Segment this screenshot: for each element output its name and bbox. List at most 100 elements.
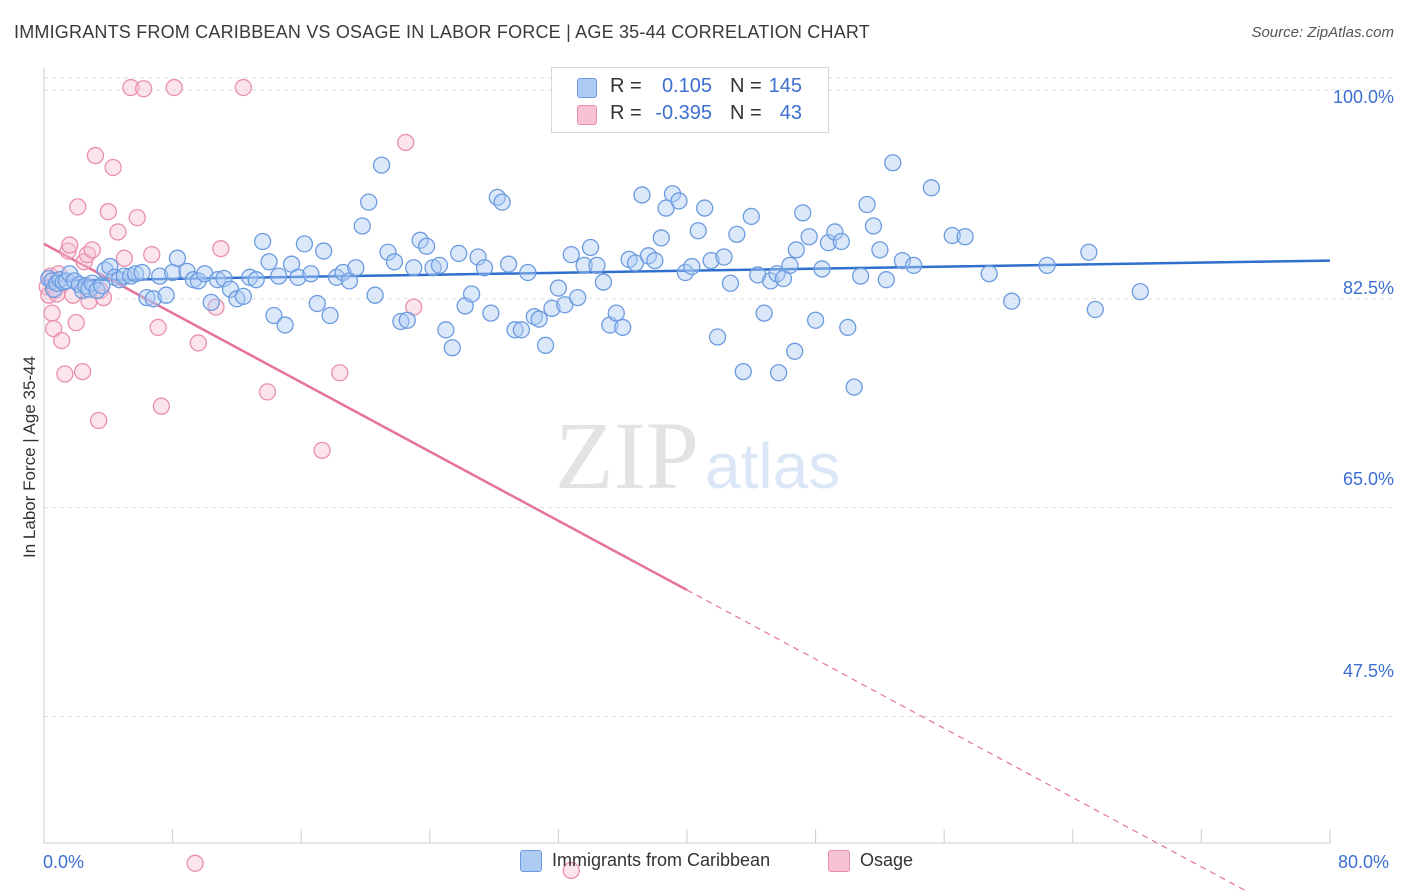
caribbean-point xyxy=(696,199,714,217)
caribbean-point xyxy=(308,294,326,313)
caribbean-point xyxy=(138,288,156,307)
caribbean-point xyxy=(676,263,695,282)
caribbean-point xyxy=(385,253,404,271)
caribbean-point xyxy=(493,193,511,211)
caribbean-point xyxy=(769,364,788,382)
osage-point xyxy=(115,249,134,267)
caribbean-point xyxy=(851,267,870,285)
caribbean-point xyxy=(73,281,92,300)
caribbean-point xyxy=(519,263,537,282)
caribbean-point xyxy=(715,248,733,266)
caribbean-point xyxy=(755,304,773,322)
osage-point xyxy=(43,304,61,322)
caribbean-point xyxy=(607,304,625,322)
caribbean-point xyxy=(652,229,670,247)
caribbean-point xyxy=(437,321,455,339)
osage-point xyxy=(61,236,79,254)
osage-point xyxy=(86,146,105,165)
osage-point xyxy=(56,365,74,383)
osage-trend-extension xyxy=(686,589,1250,892)
caribbean-point xyxy=(905,256,923,275)
bottom-legend-caribbean: Immigrants from Caribbean xyxy=(520,850,770,873)
caribbean-point xyxy=(721,274,740,292)
osage-point xyxy=(135,80,153,98)
osage-point xyxy=(165,78,183,97)
osage-point xyxy=(189,334,207,352)
caribbean-point xyxy=(893,251,912,270)
caribbean-point xyxy=(786,342,804,360)
caribbean-point xyxy=(482,304,500,322)
caribbean-point xyxy=(315,242,333,260)
caribbean-point xyxy=(845,378,863,396)
caribbean-point xyxy=(215,269,233,288)
caribbean-point xyxy=(379,243,397,261)
caribbean-point xyxy=(1086,300,1104,319)
caribbean-point xyxy=(253,232,272,251)
y-tick-label: 82.5% xyxy=(1342,278,1394,298)
caribbean-point xyxy=(417,237,436,255)
caribbean-point xyxy=(670,192,688,210)
caribbean-point xyxy=(360,193,378,211)
caribbean-point xyxy=(260,253,278,271)
osage-point xyxy=(44,319,63,338)
watermark-zip: ZIP xyxy=(555,402,699,509)
axis-layer xyxy=(43,68,1331,844)
bottom-legend-swatch-blue xyxy=(520,850,542,873)
caribbean-point xyxy=(689,222,707,240)
osage-point xyxy=(69,198,87,216)
caribbean-point xyxy=(101,257,119,276)
osage-point xyxy=(99,203,117,221)
caribbean-point xyxy=(556,296,574,314)
caribbean-point xyxy=(800,228,818,246)
caribbean-point xyxy=(405,259,423,277)
legend-swatch-blue xyxy=(577,78,597,98)
osage-point xyxy=(78,245,97,264)
osage-point xyxy=(109,223,127,241)
source-label: Source: ZipAtlas.com xyxy=(1251,24,1394,41)
caribbean-point xyxy=(372,156,391,174)
caribbean-point xyxy=(1080,243,1098,261)
caribbean-point xyxy=(157,286,175,304)
caribbean-point xyxy=(884,154,902,172)
caribbean-point xyxy=(543,299,561,317)
caribbean-point xyxy=(392,312,410,331)
caribbean-point xyxy=(562,245,580,264)
legend-row-osage: R = -0.395 N = 43 xyxy=(552,101,828,129)
watermark: ZIPatlas xyxy=(555,400,840,511)
caribbean-point xyxy=(536,336,555,354)
legend-n-label: N = xyxy=(730,102,762,124)
osage-point xyxy=(83,241,101,259)
osage-point xyxy=(67,314,85,332)
y-tick-label: 47.5% xyxy=(1342,661,1394,681)
caribbean-point xyxy=(588,256,606,275)
caribbean-point xyxy=(163,263,182,282)
caribbean-point xyxy=(864,217,883,235)
caribbean-point xyxy=(221,280,240,298)
osage-point xyxy=(313,441,331,460)
osage-point xyxy=(397,133,415,152)
osage-point xyxy=(212,240,230,258)
osage-point xyxy=(122,78,140,97)
x-tick-label: 80.0% xyxy=(1338,852,1390,872)
caribbean-point xyxy=(208,271,227,289)
osage-point xyxy=(59,242,77,260)
trend-layer xyxy=(43,242,1331,892)
caribbean-point xyxy=(702,251,720,270)
caribbean-point xyxy=(151,267,169,285)
caribbean-point xyxy=(488,188,506,206)
chart-title: IMMIGRANTS FROM CARIBBEAN VS OSAGE IN LA… xyxy=(14,22,870,42)
osage-point xyxy=(128,208,146,227)
caribbean-point xyxy=(549,279,568,297)
caribbean-point xyxy=(270,267,288,285)
legend-r-label: R = xyxy=(610,75,642,97)
caribbean-point xyxy=(1131,282,1149,301)
caribbean-point xyxy=(787,241,805,259)
caribbean-point xyxy=(247,271,265,289)
caribbean-point xyxy=(347,259,365,277)
caribbean-point xyxy=(443,339,461,357)
caribbean-point xyxy=(469,248,487,266)
caribbean-point xyxy=(462,285,481,303)
caribbean-point xyxy=(871,241,889,259)
caribbean-point xyxy=(839,318,857,337)
osage-point xyxy=(258,383,277,401)
